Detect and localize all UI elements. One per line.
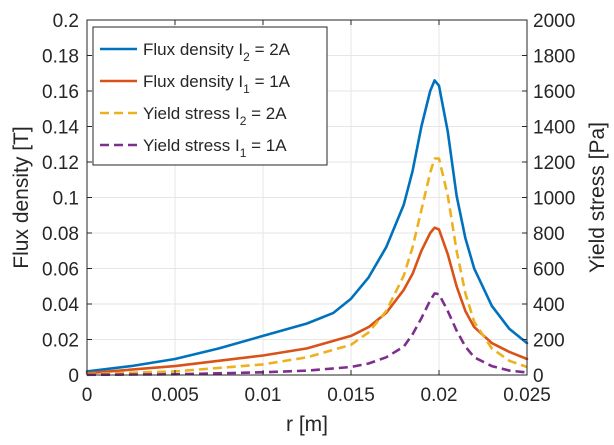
y-left-tick-label: 0.14	[42, 118, 79, 139]
x-tick-label: 0.02	[421, 385, 458, 406]
y-left-tick-label: 0.06	[42, 260, 79, 281]
y-left-tick-label: 0.1	[53, 189, 79, 210]
y-right-tick-label: 1000	[533, 189, 575, 210]
y-right-tick-label: 0	[533, 366, 544, 387]
y-right-tick-label: 800	[533, 224, 565, 245]
y-left-tick-label: 0.12	[42, 153, 79, 174]
x-axis-label: r [m]	[286, 413, 328, 436]
plot-series	[85, 79, 529, 377]
series-line-1	[85, 79, 529, 373]
y-left-tick-label: 0.08	[42, 224, 79, 245]
chart-legend: Flux density I2 = 2A Flux density I1 = 1A…	[92, 26, 328, 166]
legend-label: Yield stress I1 = 1A	[143, 136, 287, 160]
y-right-tick-label: 1800	[533, 47, 575, 68]
y-left-tick-label: 0.04	[42, 295, 79, 316]
right-y-axis-label: Yield stress [Pa]	[586, 122, 609, 273]
legend-label: Flux density I2 = 2A	[143, 40, 291, 64]
series-line-2	[85, 226, 529, 375]
legend-label: Yield stress I2 = 2A	[143, 104, 287, 128]
y-right-tick-label: 400	[533, 295, 565, 316]
y-left-tick-label: 0.02	[42, 331, 79, 352]
series-line-4	[86, 292, 528, 377]
y-right-tick-label: 200	[533, 331, 565, 352]
y-right-tick-label: 1400	[533, 118, 575, 139]
y-right-tick-label: 1600	[533, 82, 575, 103]
axis-ticks: 0 0.005 0.01 0.015 0.02 0.02500.020.040.060.0…	[42, 11, 575, 406]
y-left-tick-label: 0.16	[42, 82, 79, 103]
left-y-axis-label: Flux density [T]	[10, 126, 33, 268]
y-left-tick-label: 0.2	[53, 11, 79, 32]
x-tick-label: 0.025	[503, 385, 551, 406]
x-tick-label: 0.01	[245, 385, 282, 406]
series-line-3	[86, 157, 528, 376]
x-tick-label: 0.005	[151, 385, 199, 406]
y-right-tick-label: 2000	[533, 11, 575, 32]
y-right-tick-label: 600	[533, 260, 565, 281]
y-left-tick-label: 0.18	[42, 47, 79, 68]
x-tick-label: 0	[82, 385, 93, 406]
y-right-tick-label: 1200	[533, 153, 575, 174]
x-tick-label: 0.015	[327, 385, 375, 406]
legend-label: Flux density I1 = 1A	[143, 72, 291, 96]
y-left-tick-label: 0	[68, 366, 79, 387]
